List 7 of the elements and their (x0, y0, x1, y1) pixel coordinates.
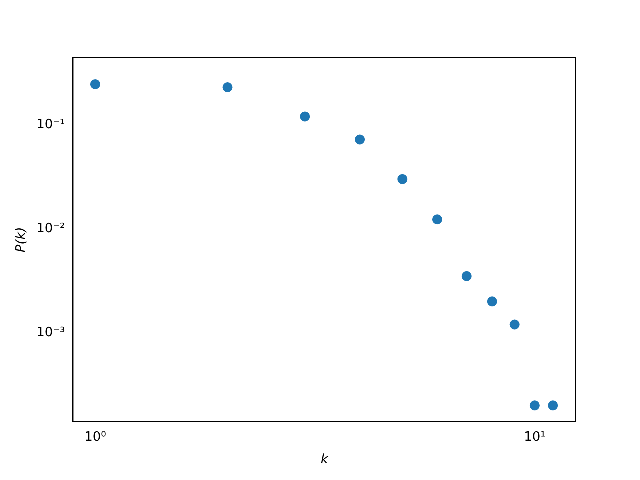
y-axis-title: P(k) (14, 227, 30, 253)
y-tick-label: 10⁻² (36, 221, 66, 236)
y-tick-label: 10⁻³ (36, 325, 66, 340)
x-tick-label: 10¹ (524, 430, 546, 445)
y-tick-label: 10⁻¹ (36, 117, 66, 132)
x-tick-label: 10⁰ (84, 430, 106, 445)
x-axis-title: k (320, 452, 329, 468)
